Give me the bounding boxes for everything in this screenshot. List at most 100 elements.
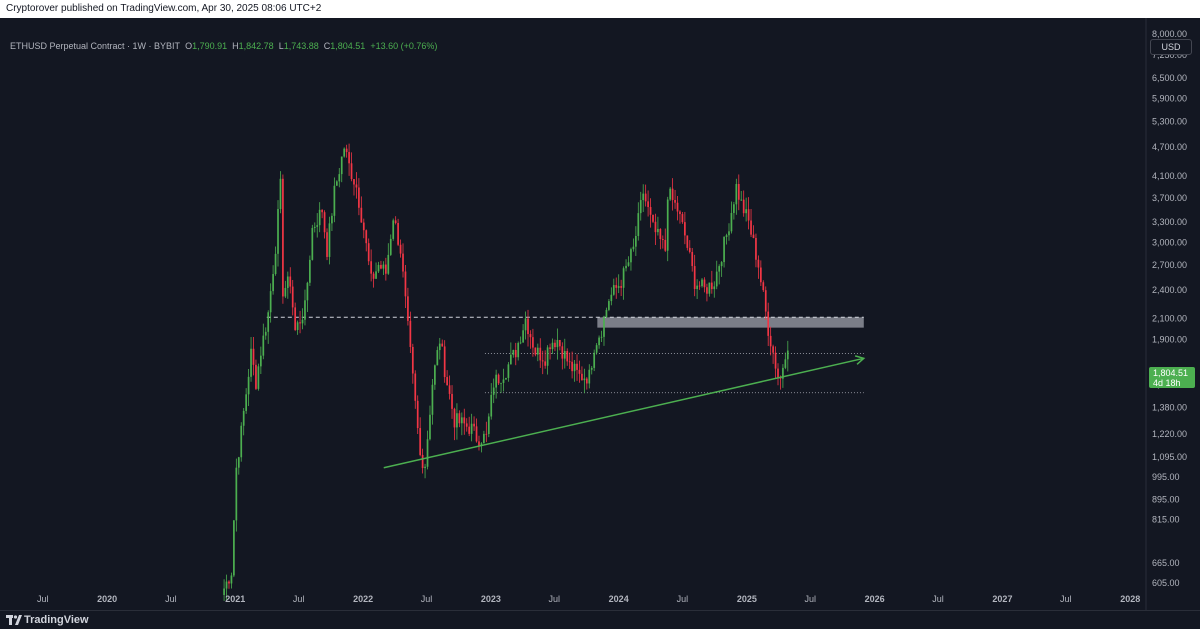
price-tick-label: 2,100.00	[1152, 313, 1187, 323]
candle-body	[563, 350, 566, 359]
candle-body	[257, 366, 260, 389]
candle-body	[240, 425, 243, 458]
candle-body	[407, 296, 409, 321]
candle-body	[247, 376, 250, 395]
candle-body	[725, 235, 728, 237]
candle-body	[362, 222, 365, 231]
candle-body	[617, 286, 620, 288]
candle-body	[686, 235, 689, 248]
candle-body	[309, 259, 311, 283]
candle-body	[612, 285, 615, 295]
candle-body	[384, 264, 387, 274]
price-tick-label: 995.00	[1152, 472, 1180, 482]
time-tick-label: Jul	[165, 594, 177, 604]
candle-body	[551, 342, 554, 350]
candle-body	[728, 231, 730, 236]
candle-body	[485, 433, 488, 435]
candle-body	[262, 335, 265, 356]
candle-body	[740, 199, 743, 201]
candle-body	[519, 342, 522, 344]
candle-body	[634, 236, 637, 247]
candle-body	[605, 309, 608, 318]
candle-body	[772, 346, 774, 353]
candle-body	[627, 262, 630, 266]
candle-body	[774, 352, 777, 369]
candle-body	[534, 347, 537, 355]
candle-body	[318, 209, 321, 226]
candle-body	[691, 251, 694, 267]
candle-body	[684, 222, 686, 236]
symbol-title: ETHUSD Perpetual Contract · 1W · BYBIT	[10, 41, 181, 51]
candle-body	[779, 377, 782, 379]
candle-body	[348, 152, 350, 164]
candle-body	[326, 232, 328, 257]
candle-body	[360, 207, 363, 223]
chart-area[interactable]: ETHUSD Perpetual Contract · 1W · BYBIT O…	[0, 18, 1200, 610]
high-label: H	[232, 41, 239, 51]
candle-body	[517, 343, 520, 358]
price-tick-label: 665.00	[1152, 558, 1180, 568]
low-value: 1,743.88	[283, 41, 319, 51]
time-tick-label: Jul	[549, 594, 561, 604]
candle-body	[286, 276, 289, 288]
candle-body	[335, 181, 338, 186]
candle-body	[250, 348, 252, 377]
candle-body	[561, 346, 564, 359]
candle-body	[453, 408, 456, 428]
candles-layer	[223, 143, 789, 601]
candle-body	[468, 426, 471, 434]
candle-body	[742, 199, 745, 214]
price-tick-label: 5,300.00	[1152, 116, 1187, 126]
candle-body	[225, 581, 228, 589]
candle-body	[451, 393, 453, 409]
time-tick-label: Jul	[804, 594, 816, 604]
candle-body	[431, 384, 434, 415]
candle-body	[252, 348, 255, 365]
candle-body	[674, 199, 676, 203]
price-tick-label: 2,700.00	[1152, 260, 1187, 270]
candle-body	[434, 365, 436, 385]
candle-body	[625, 265, 627, 269]
candle-body	[786, 350, 789, 360]
candle-body	[426, 439, 429, 467]
time-tick-label: 2024	[609, 594, 629, 604]
candle-body	[659, 228, 662, 240]
candle-body	[585, 378, 588, 384]
close-value: 1,804.51	[330, 41, 366, 51]
currency-badge[interactable]: USD	[1150, 39, 1192, 55]
candle-body	[237, 457, 240, 468]
candle-body	[654, 221, 657, 233]
candle-body	[777, 368, 779, 378]
tradingview-logo-icon	[6, 615, 22, 625]
candle-body	[235, 467, 238, 521]
candle-body	[291, 286, 294, 308]
candle-body	[735, 183, 738, 205]
candle-body	[233, 520, 235, 576]
candle-body	[375, 271, 377, 279]
time-tick-label: Jul	[293, 594, 305, 604]
price-chart[interactable]: 8,000.007,250.006,500.005,900.005,300.00…	[0, 18, 1200, 610]
candle-body	[514, 349, 517, 358]
candle-body	[394, 220, 397, 224]
price-tick-label: 895.00	[1152, 495, 1180, 505]
candle-body	[539, 347, 542, 361]
candle-body	[544, 361, 547, 366]
candle-body	[718, 266, 721, 272]
price-tick-label: 1,220.00	[1152, 429, 1187, 439]
candle-body	[306, 282, 309, 301]
candle-body	[642, 193, 645, 201]
candle-body	[313, 226, 316, 228]
candle-body	[333, 185, 336, 216]
candle-body	[490, 394, 493, 417]
candle-body	[463, 417, 466, 424]
candle-body	[639, 200, 642, 214]
candle-body	[657, 228, 659, 233]
time-tick-label: Jul	[37, 594, 49, 604]
candle-body	[409, 320, 412, 347]
candle-body	[622, 268, 625, 288]
time-axis: Jul 2020 Jul 2021 Jul 2022 Jul 2023 Jul 2024 Jul 20…	[37, 594, 1140, 604]
candle-body	[512, 349, 515, 355]
candle-body	[571, 361, 573, 372]
candle-body	[328, 223, 331, 257]
candle-body	[289, 276, 292, 287]
